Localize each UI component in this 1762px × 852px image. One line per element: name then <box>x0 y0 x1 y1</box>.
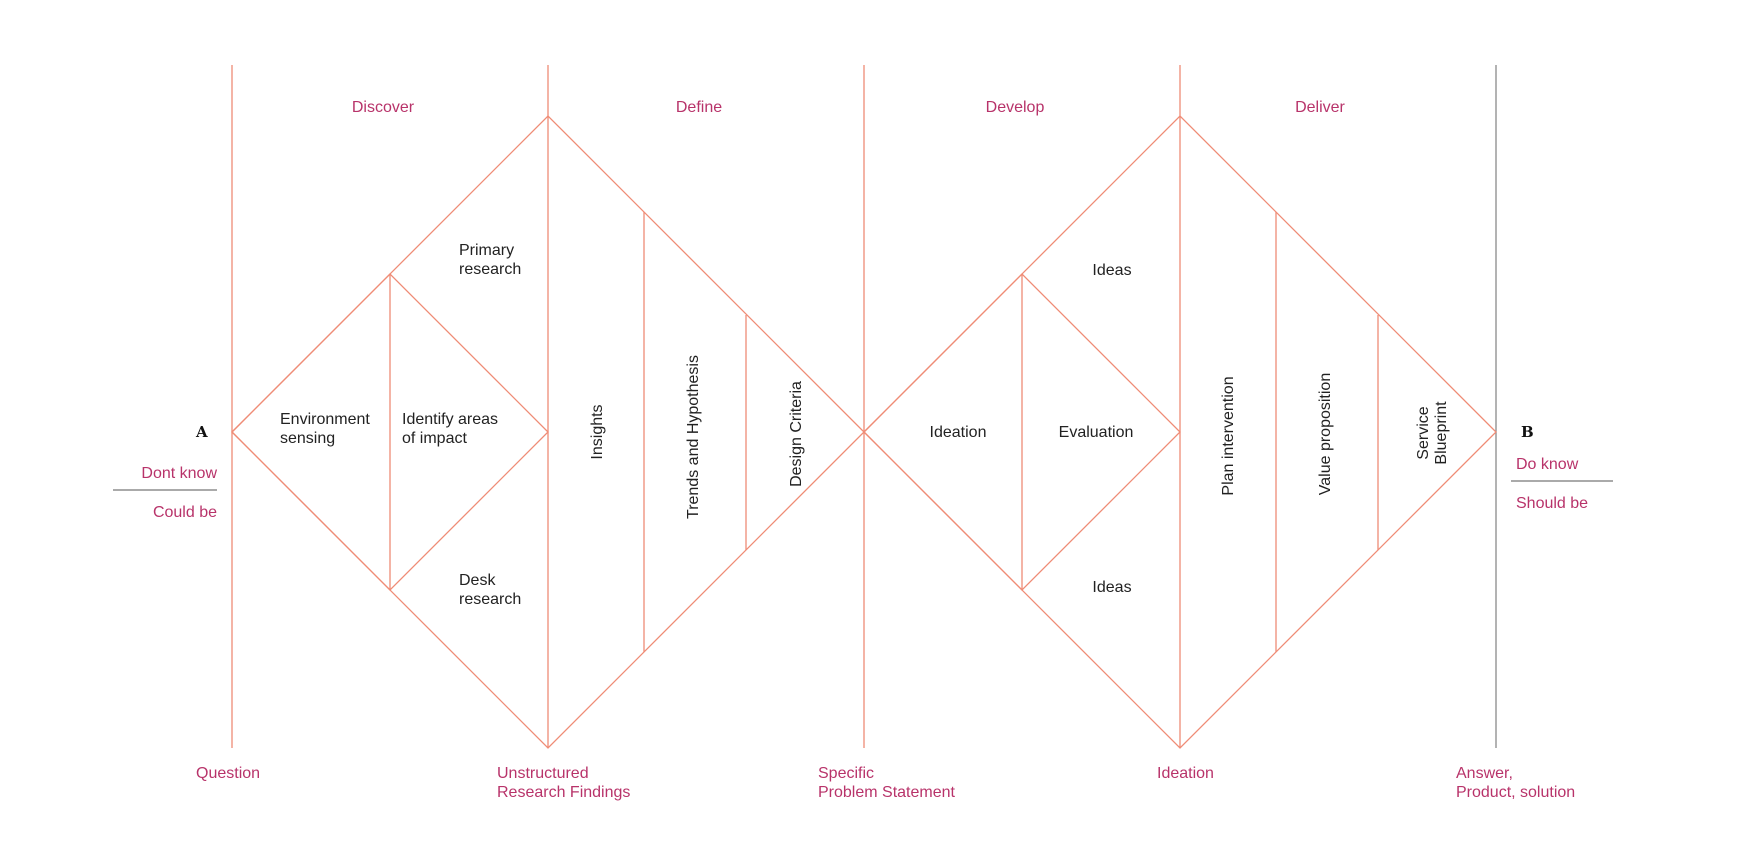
stage-label-unstructured: Unstructured Research Findings <box>497 765 630 801</box>
end-marker-b: B <box>1521 423 1534 441</box>
start-could-be: Could be <box>153 504 217 521</box>
label-service-blueprint: ServiceBlueprint <box>1415 401 1450 465</box>
stage-label-question: Question <box>196 765 260 782</box>
diagram-labels: Discover Define Develop Deliver Question Unst… <box>141 99 1588 801</box>
label-ideas-bottom: Ideas <box>1092 579 1131 596</box>
label-ideas-top: Ideas <box>1092 262 1131 279</box>
diamond-2-outline <box>863 115 1497 749</box>
label-identify-areas: Identify areas of impact <box>402 411 498 447</box>
label-ideation-inner: Ideation <box>930 424 987 441</box>
diamond-2-inner <box>863 273 1181 591</box>
label-primary-research: Primary research <box>459 242 521 278</box>
stage-label-specific: Specific Problem Statement <box>818 765 956 801</box>
label-plan-intervention: Plan intervention <box>1220 376 1237 495</box>
diagram-lines <box>113 65 1613 749</box>
phase-label-4: Deliver <box>1295 99 1345 116</box>
label-value-proposition: Value proposition <box>1317 373 1334 495</box>
label-evaluation: Evaluation <box>1059 424 1134 441</box>
label-trends-hypothesis: Trends and Hypothesis <box>685 355 702 519</box>
end-do-know: Do know <box>1516 456 1579 473</box>
label-environment-sensing: Environment sensing <box>280 411 370 447</box>
label-design-criteria: Design Criteria <box>788 381 805 487</box>
phase-label-1: Discover <box>352 99 415 116</box>
start-dont-know: Dont know <box>141 465 217 482</box>
label-insights: Insights <box>589 404 606 459</box>
end-should-be: Should be <box>1516 495 1588 512</box>
stage-label-ideation: Ideation <box>1157 765 1214 782</box>
stage-label-answer: Answer, Product, solution <box>1456 765 1575 801</box>
diamond-1-inner <box>231 273 549 591</box>
label-desk-research: Desk research <box>459 572 521 608</box>
start-marker-a: A <box>195 423 208 441</box>
phase-label-2: Define <box>676 99 722 116</box>
phase-label-3: Develop <box>986 99 1045 116</box>
